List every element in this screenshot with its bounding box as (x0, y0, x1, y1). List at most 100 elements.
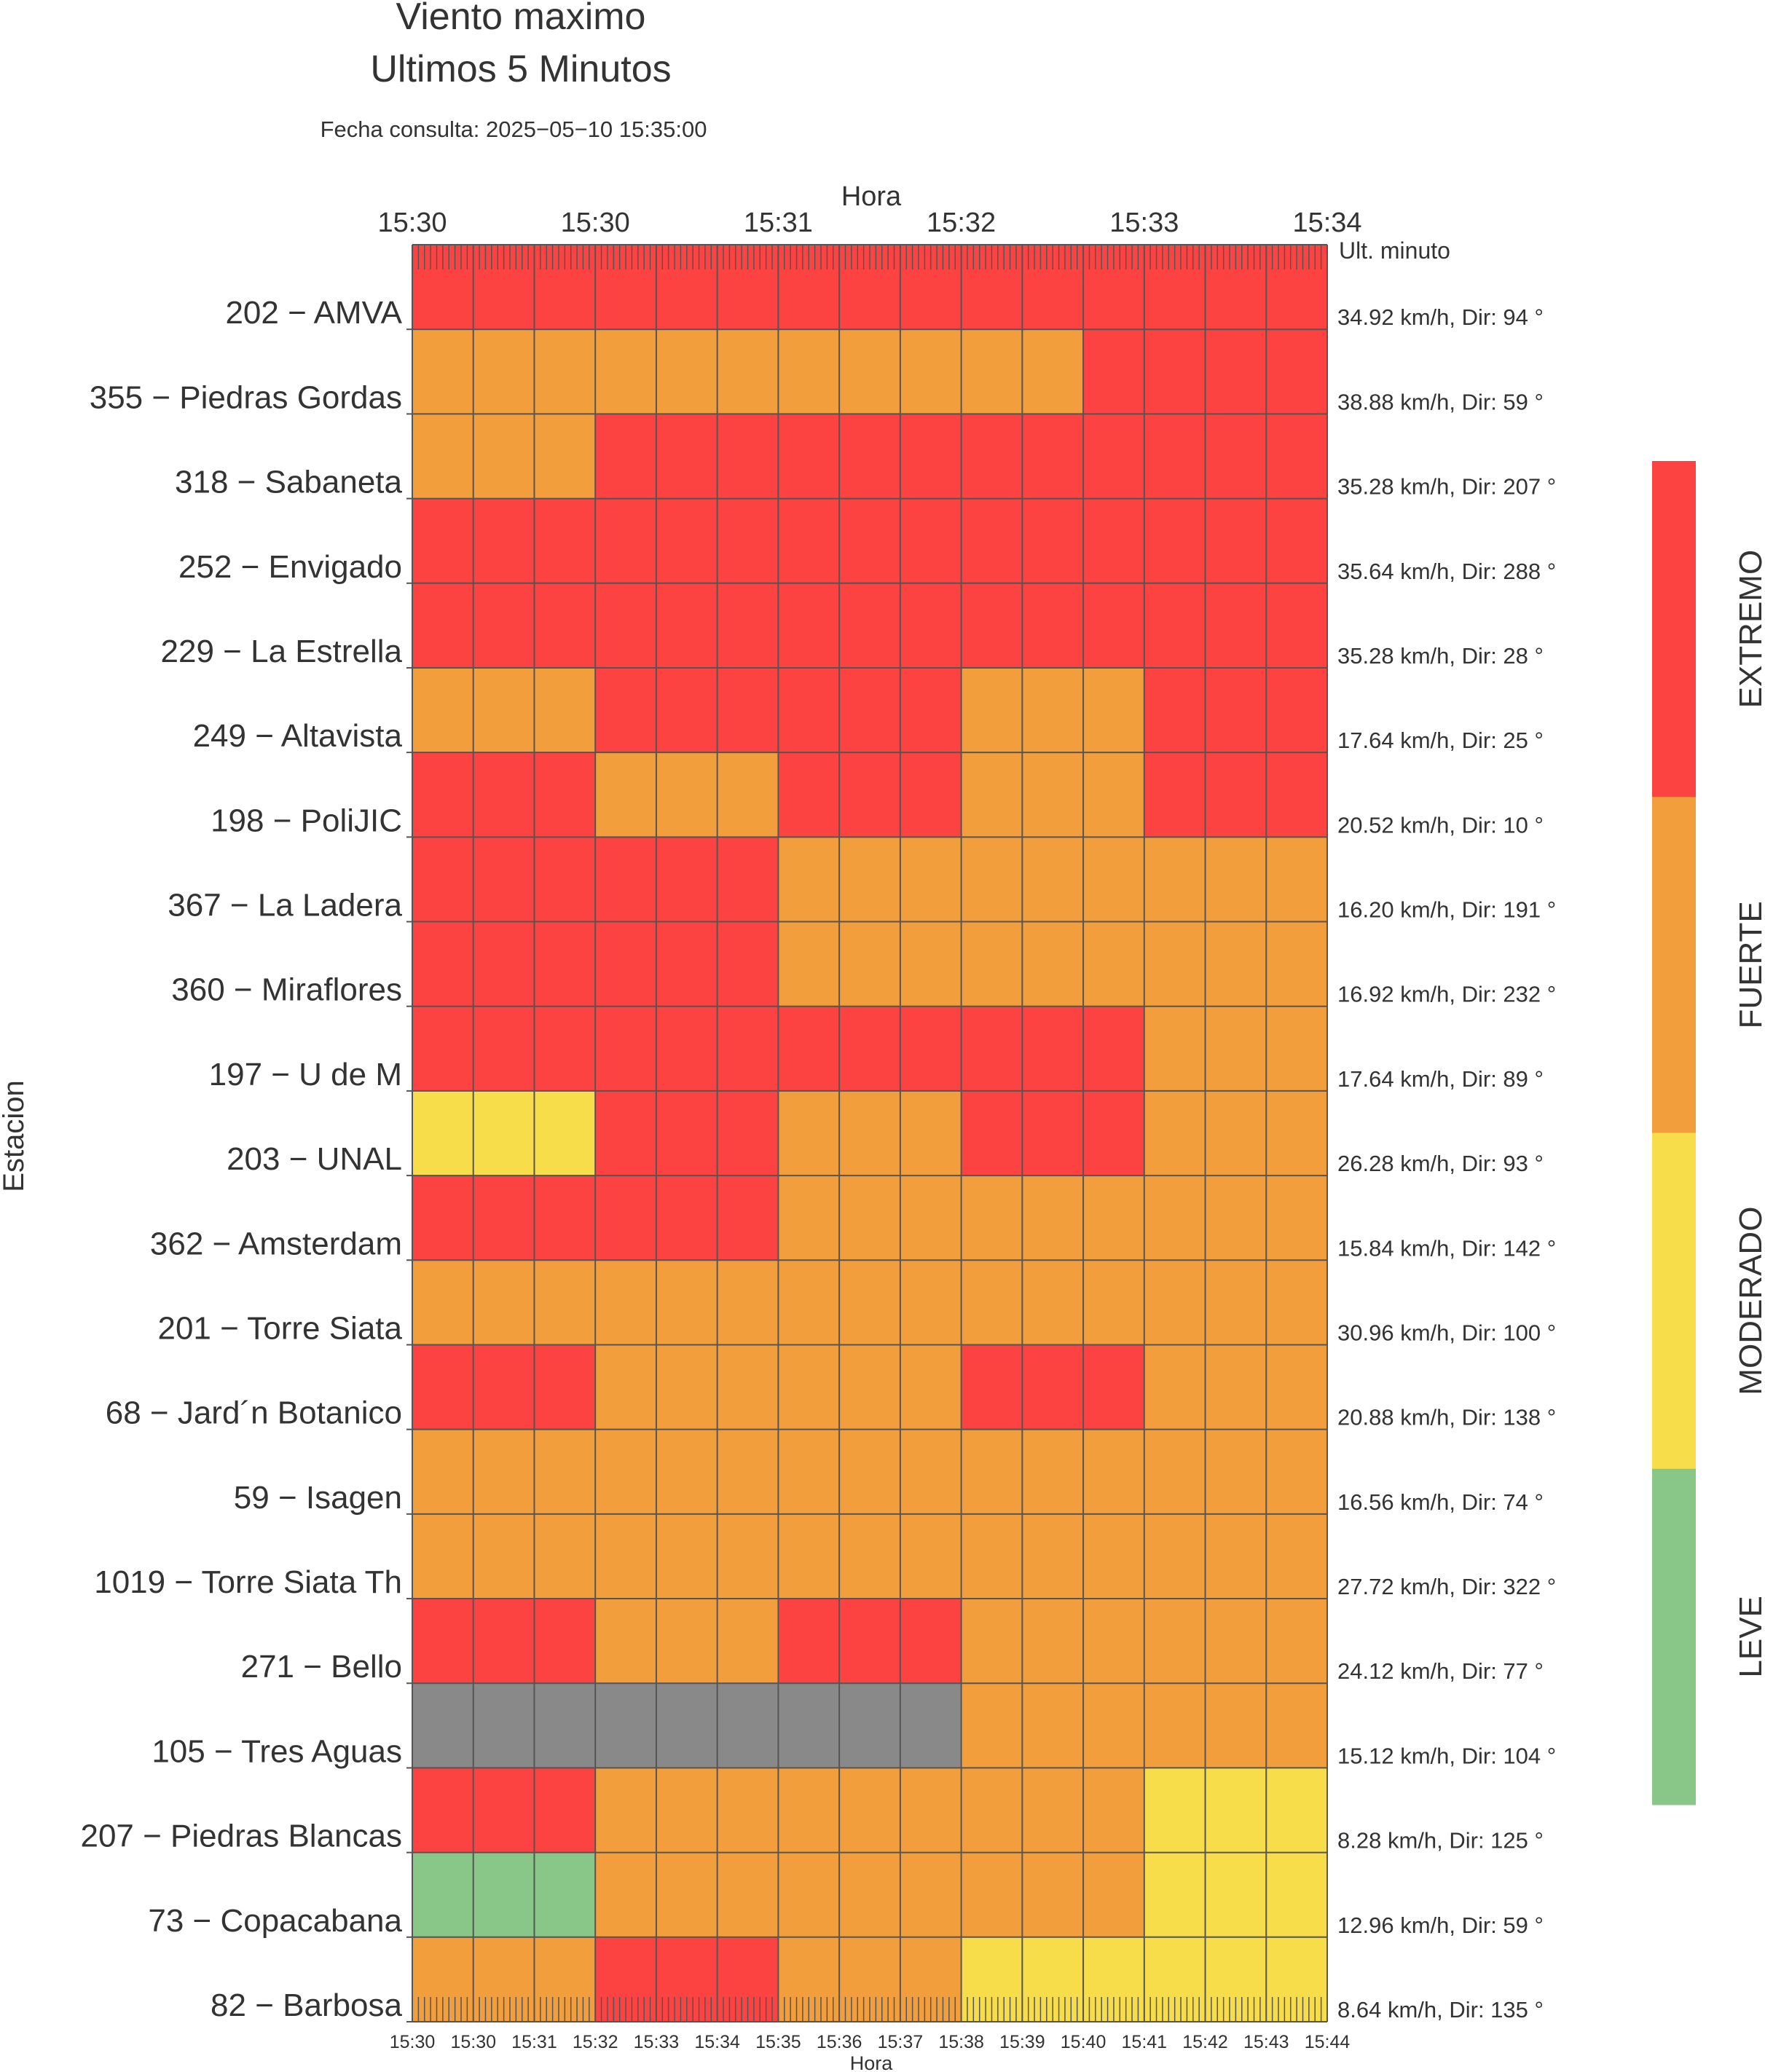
heatmap-cell (717, 1429, 779, 1515)
station-label: 105 − Tres Aguas (152, 1733, 402, 1769)
heatmap-cell (1083, 1768, 1145, 1854)
heatmap-cell (412, 583, 474, 669)
bottom-tick-label: 15:43 (1243, 2032, 1289, 2052)
heatmap-cell (778, 583, 840, 669)
heatmap-cell (412, 498, 474, 584)
heatmap-cell (412, 414, 474, 500)
heatmap-cell (1022, 1175, 1084, 1261)
heatmap-cell (900, 1090, 962, 1176)
heatmap-cell (1083, 1599, 1145, 1684)
heatmap-cell (656, 667, 718, 753)
heatmap-cell (595, 1513, 657, 1599)
heatmap-cell (900, 1683, 962, 1768)
last-minute-value: 20.52 km/h, Dir: 10 ° (1337, 812, 1544, 838)
heatmap-cell (1205, 1175, 1267, 1261)
heatmap-cell (839, 414, 901, 500)
heatmap-cell (656, 1513, 718, 1599)
heatmap-cell (717, 414, 779, 500)
heatmap-cell (412, 1768, 474, 1854)
station-label: 73 − Copacabana (148, 1903, 402, 1939)
heatmap-cell (900, 414, 962, 500)
heatmap-cell (1144, 414, 1206, 500)
heatmap-cell (1266, 752, 1328, 838)
heatmap-cell (839, 1006, 901, 1092)
heatmap-cell (473, 1683, 535, 1768)
heatmap-cell (778, 1429, 840, 1515)
heatmap-cell (717, 1260, 779, 1345)
heatmap-cell (717, 837, 779, 923)
heatmap-cell (412, 1683, 474, 1768)
heatmap-cell (900, 1429, 962, 1515)
heatmap-cell (1266, 837, 1328, 923)
heatmap-cell (717, 498, 779, 584)
heatmap-cell (717, 667, 779, 753)
legend-swatch (1652, 461, 1696, 797)
last-minute-value: 38.88 km/h, Dir: 59 ° (1337, 389, 1544, 414)
heatmap-cell (1022, 1260, 1084, 1345)
heatmap-cell (961, 1683, 1023, 1768)
heatmap-cell (839, 921, 901, 1007)
bottom-tick-label: 15:37 (878, 2032, 924, 2052)
heatmap-cell (1266, 1599, 1328, 1684)
heatmap-cell (961, 1090, 1023, 1176)
heatmap-cell (412, 1260, 474, 1345)
heatmap-cell (534, 1344, 596, 1430)
heatmap-cell (595, 667, 657, 753)
heatmap-cell (656, 583, 718, 669)
heatmap-cell (900, 1852, 962, 1938)
last-minute-value: 26.28 km/h, Dir: 93 ° (1337, 1151, 1544, 1176)
last-minute-value: 35.64 km/h, Dir: 288 ° (1337, 559, 1556, 584)
heatmap-cell (595, 1090, 657, 1176)
heatmap-cell (1144, 498, 1206, 584)
legend-swatch (1652, 1132, 1696, 1470)
station-label: 355 − Piedras Gordas (90, 379, 402, 415)
heatmap-cell (1266, 498, 1328, 584)
chart-subtitle: Ultimos 5 Minutos (370, 48, 671, 90)
heatmap-cell (1083, 1852, 1145, 1938)
last-minute-value: 30.96 km/h, Dir: 100 ° (1337, 1320, 1556, 1345)
heatmap-cell (412, 1599, 474, 1684)
heatmap-cell (961, 1852, 1023, 1938)
heatmap-cell (656, 414, 718, 500)
heatmap-cell (412, 1852, 474, 1938)
heatmap-cell (1266, 1175, 1328, 1261)
heatmap-cell (656, 1429, 718, 1515)
heatmap-cell (961, 1260, 1023, 1345)
heatmap-cell (473, 498, 535, 584)
heatmap-cell (1022, 1599, 1084, 1684)
station-label: 82 − Barbosa (211, 1988, 402, 2023)
heatmap-cell (961, 414, 1023, 500)
heatmap-cell (717, 1599, 779, 1684)
last-minute-value: 17.64 km/h, Dir: 89 ° (1337, 1066, 1544, 1092)
heatmap-cell (1083, 1175, 1145, 1261)
heatmap-cell (900, 921, 962, 1007)
heatmap-cell (839, 1852, 901, 1938)
heatmap-cell (1022, 329, 1084, 414)
station-label: 249 − Altavista (193, 718, 403, 754)
heatmap-cell (961, 837, 1023, 923)
legend-label: EXTREMO (1733, 550, 1765, 709)
heatmap-cell (656, 498, 718, 584)
heatmap-cell (595, 329, 657, 414)
heatmap-cell (656, 1852, 718, 1938)
station-label: 367 − La Ladera (168, 888, 402, 923)
heatmap-cell (1205, 1599, 1267, 1684)
heatmap-cell (1022, 583, 1084, 669)
heatmap-cell (1205, 752, 1267, 838)
right-column-header: Ult. minuto (1339, 237, 1450, 264)
heatmap-cell (1083, 1513, 1145, 1599)
heatmap-cell (1144, 752, 1206, 838)
heatmap-cell (839, 667, 901, 753)
legend-label: LEVE (1733, 1596, 1765, 1678)
last-minute-value: 8.64 km/h, Dir: 135 ° (1337, 1997, 1544, 2022)
heatmap-cell (534, 1090, 596, 1176)
last-minute-value: 16.20 km/h, Dir: 191 ° (1337, 897, 1556, 923)
heatmap-cell (778, 1599, 840, 1684)
heatmap-cell (900, 1344, 962, 1430)
heatmap-cell (778, 752, 840, 838)
heatmap-cell (595, 1260, 657, 1345)
heatmap-cell (1205, 329, 1267, 414)
heatmap-cell (1083, 1429, 1145, 1515)
last-minute-value: 16.92 km/h, Dir: 232 ° (1337, 982, 1556, 1007)
heatmap-cell (1266, 921, 1328, 1007)
